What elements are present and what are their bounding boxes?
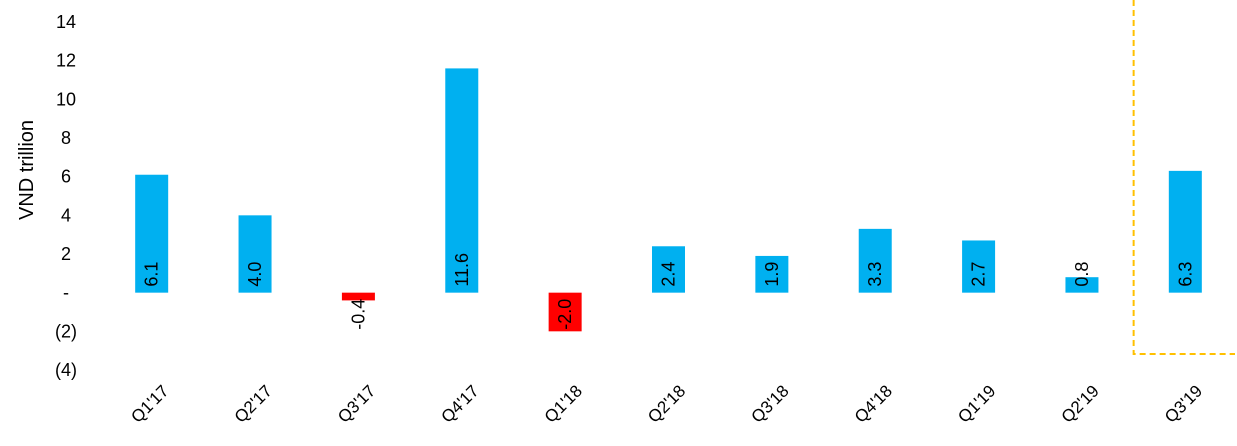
data-label: 2.7 bbox=[969, 262, 989, 287]
bar bbox=[238, 215, 272, 293]
y-axis-ticks: 14 12 10 8 6 4 2 - (2) (4) bbox=[55, 12, 77, 380]
data-label: 1.9 bbox=[762, 262, 782, 287]
y-tick-label: 6 bbox=[61, 167, 71, 187]
y-tick-label: 12 bbox=[56, 51, 76, 71]
data-label: 6.3 bbox=[1175, 262, 1195, 287]
y-tick-label: - bbox=[63, 283, 69, 303]
bar bbox=[548, 292, 582, 332]
y-axis-title: VND trillion bbox=[16, 120, 38, 220]
x-tick-label: Q2'18 bbox=[644, 381, 689, 426]
x-tick-label: Q3'17 bbox=[334, 381, 379, 426]
bars bbox=[135, 68, 1202, 332]
data-label: 3.3 bbox=[865, 262, 885, 287]
x-tick-label: Q3'18 bbox=[748, 381, 793, 426]
bar bbox=[341, 292, 375, 301]
bar bbox=[755, 255, 789, 293]
data-labels: 6.1 4.0 -0.4 11.6 -2.0 2.4 1.9 3.3 2.7 0.8 6.3 bbox=[142, 253, 1196, 330]
data-label: 0.8 bbox=[1072, 262, 1092, 287]
data-label: 11.6 bbox=[452, 253, 472, 287]
data-label: 2.4 bbox=[659, 262, 679, 287]
bar bbox=[135, 174, 169, 293]
y-tick-label: 10 bbox=[56, 89, 76, 109]
x-tick-label: Q3'19 bbox=[1161, 381, 1206, 426]
x-tick-label: Q1'18 bbox=[541, 381, 586, 426]
y-tick-label: (4) bbox=[55, 360, 77, 380]
data-label: 6.1 bbox=[142, 262, 162, 287]
bar bbox=[1065, 277, 1099, 293]
x-tick-label: Q4'17 bbox=[437, 381, 482, 426]
bar bbox=[652, 246, 685, 293]
data-label: -2.0 bbox=[555, 299, 575, 330]
x-tick-label: Q1'17 bbox=[127, 381, 172, 426]
data-label: 4.0 bbox=[245, 262, 265, 287]
y-tick-label: 8 bbox=[61, 128, 71, 148]
bar bbox=[962, 240, 996, 293]
y-tick-label: 4 bbox=[61, 205, 71, 225]
data-label: -0.4 bbox=[348, 299, 368, 330]
x-tick-label: Q1'19 bbox=[954, 381, 999, 426]
y-tick-label: 2 bbox=[61, 244, 71, 264]
bar bbox=[858, 228, 892, 293]
highlight-box bbox=[1132, 0, 1235, 355]
x-axis-ticks: Q1'17 Q2'17 Q3'17 Q4'17 Q1'18 Q2'18 Q3'18 Q4'18… bbox=[127, 381, 1206, 426]
y-tick-label: 14 bbox=[56, 12, 76, 32]
y-axis-label: VND trillion bbox=[16, 120, 38, 220]
x-tick-label: Q2'19 bbox=[1058, 381, 1103, 426]
x-tick-label: Q2'17 bbox=[231, 381, 276, 426]
bar bbox=[1168, 170, 1202, 293]
y-tick-label: (2) bbox=[55, 321, 77, 341]
bar bbox=[445, 68, 479, 293]
x-tick-label: Q4'18 bbox=[851, 381, 896, 426]
